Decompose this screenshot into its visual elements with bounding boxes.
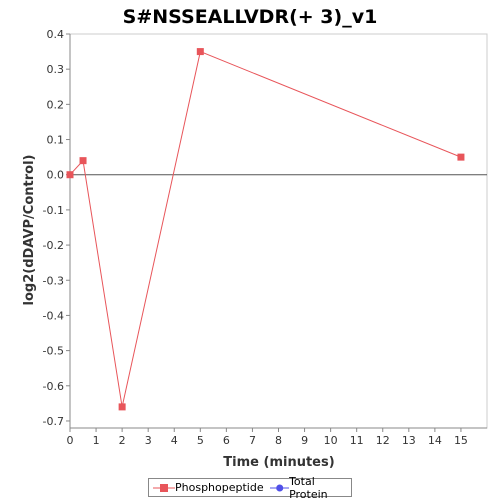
x-tick-label: 2 [119, 434, 126, 447]
x-tick-label: 3 [145, 434, 152, 447]
y-tick-label: 0.4 [47, 28, 65, 41]
legend-item-total-protein: Total Protein [269, 474, 349, 501]
y-tick-label: 0.1 [47, 134, 65, 147]
x-tick-label: 0 [67, 434, 74, 447]
x-tick-label: 6 [223, 434, 230, 447]
x-tick-label: 5 [197, 434, 204, 447]
y-tick-label: -0.5 [43, 345, 64, 358]
chart-title: S#NSSEALLVDR(+ 3)_v1 [122, 6, 378, 28]
y-tick-label: -0.1 [43, 204, 64, 217]
y-tick-label: -0.3 [43, 274, 64, 287]
x-tick-label: 14 [428, 434, 442, 447]
legend: Phosphopeptide Total Protein [148, 475, 352, 501]
x-tick-label: 11 [350, 434, 364, 447]
x-tick-label: 1 [93, 434, 100, 447]
legend-circle-marker-icon [269, 483, 290, 492]
y-tick-label: -0.2 [43, 239, 64, 252]
y-tick-label: -0.7 [43, 415, 64, 428]
x-axis-title: Time (minutes) [223, 455, 334, 470]
legend-square-marker-icon [153, 483, 175, 492]
data-point [79, 157, 87, 165]
x-tick-label: 15 [454, 434, 468, 447]
x-tick-label: 9 [301, 434, 308, 447]
data-point [196, 48, 204, 56]
data-point [66, 171, 74, 179]
x-tick-label: 8 [275, 434, 282, 447]
axes: 0.4 0.3 0.2 0.1 0.0 -0.1 -0.2 -0.3 -0.4 -0.5 -0.6 -… [43, 28, 488, 447]
plot-area [69, 33, 488, 429]
legend-label-total-protein: Total Protein [289, 474, 328, 501]
y-tick-label: 0.3 [47, 63, 65, 76]
x-tick-label: 12 [376, 434, 390, 447]
y-tick-label: 0.0 [47, 169, 65, 182]
x-tick-label: 7 [249, 434, 256, 447]
y-axis-title: log2(dDAVP/Control) [22, 155, 37, 306]
data-marks [66, 48, 465, 411]
y-tick-label: -0.4 [43, 309, 64, 322]
y-tick-label: 0.2 [47, 98, 65, 111]
data-point [457, 153, 465, 161]
legend-label-phosphopeptide: Phosphopeptide [175, 481, 264, 494]
y-tick-label: -0.6 [43, 380, 64, 393]
x-tick-label: 4 [171, 434, 178, 447]
legend-item-phosphopeptide: Phosphopeptide [153, 481, 264, 494]
data-point [118, 403, 126, 411]
x-tick-label: 10 [324, 434, 338, 447]
x-tick-label: 13 [402, 434, 416, 447]
